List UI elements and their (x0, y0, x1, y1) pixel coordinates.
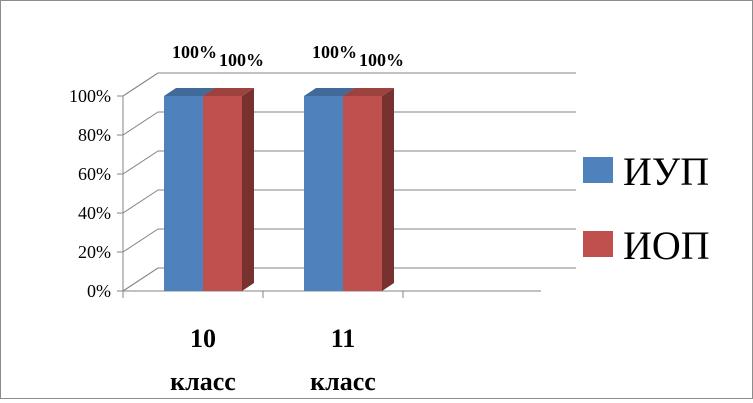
gridline (122, 228, 576, 253)
gridline (122, 111, 576, 136)
bar-top (203, 88, 254, 96)
bar-top (343, 88, 394, 96)
category-labels: 10 класс 11 класс (170, 324, 376, 396)
category-label-line-1: 11 (331, 324, 356, 353)
category-label-line-2: класс (170, 367, 236, 396)
bar-side (242, 88, 254, 291)
bar-front (343, 96, 382, 291)
legend-swatch-1 (583, 157, 613, 183)
y-tick-label: 100% (69, 86, 111, 106)
y-tick-label: 0% (87, 281, 111, 301)
gridline (122, 72, 576, 97)
data-label: 100% (359, 50, 404, 70)
legend: ИУП ИОП (583, 149, 710, 268)
gridline (122, 189, 576, 214)
y-tick-label: 60% (78, 164, 111, 184)
data-label: 100% (219, 50, 264, 70)
gridline (122, 150, 576, 175)
bar-1-2 (203, 88, 254, 291)
bars (164, 88, 394, 291)
gridline (122, 267, 576, 292)
category-label-line-2: класс (310, 367, 376, 396)
data-label: 100% (172, 42, 217, 62)
legend-label-1: ИУП (623, 149, 709, 194)
data-label: 100% (312, 42, 357, 62)
bar-side (382, 88, 394, 291)
gridlines (122, 72, 576, 292)
y-tick-label: 40% (78, 203, 111, 223)
bar-front (164, 96, 203, 291)
bar-front (304, 96, 343, 291)
category-label-line-1: 10 (190, 324, 216, 353)
legend-swatch-2 (583, 231, 613, 257)
data-labels: 100% 100% 100% 100% (172, 42, 404, 70)
y-axis-ticks: 0% 20% 40% 60% 80% 100% (69, 86, 111, 301)
bar-top (164, 88, 215, 96)
bar-top (304, 88, 355, 96)
y-tick-label: 80% (78, 125, 111, 145)
bar-2-2 (343, 88, 394, 291)
legend-label-2: ИОП (623, 223, 710, 268)
bar-front (203, 96, 242, 291)
y-tick-label: 20% (78, 242, 111, 262)
